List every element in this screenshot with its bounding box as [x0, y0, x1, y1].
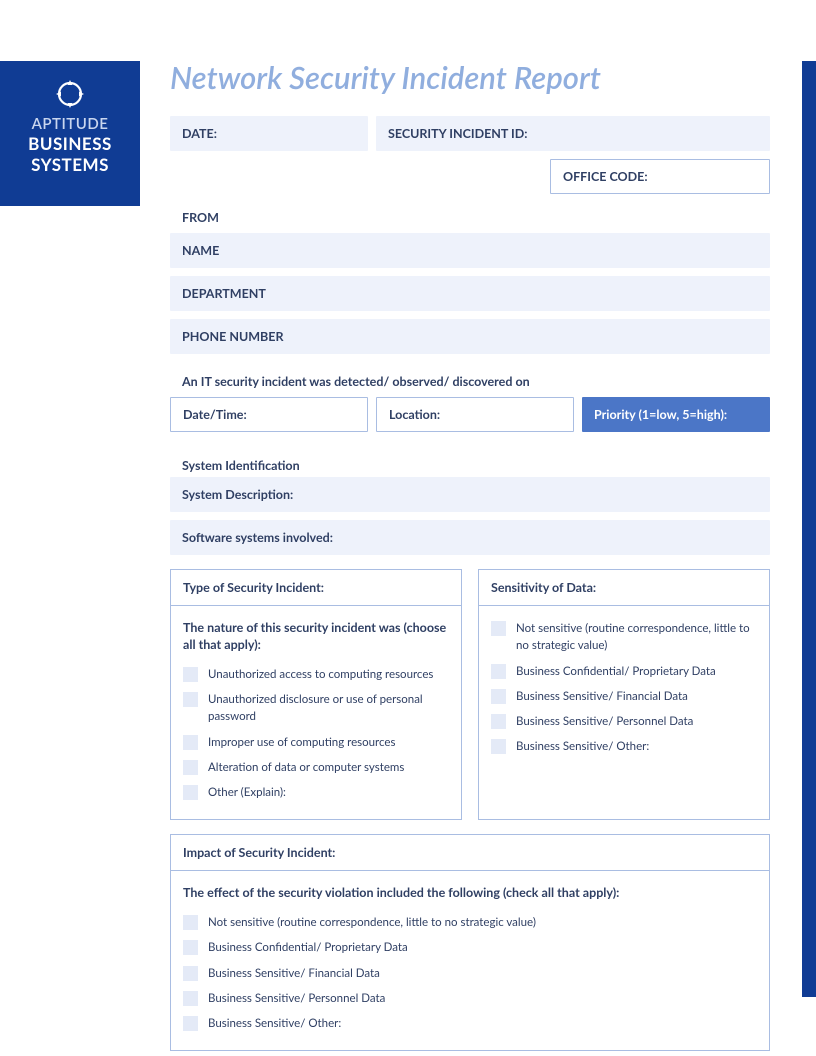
logo-text-1: APTITUDE	[0, 115, 140, 133]
system-desc-field[interactable]: System Description:	[170, 477, 770, 512]
checkbox-icon[interactable]	[183, 785, 198, 800]
checkbox-icon[interactable]	[491, 689, 506, 704]
checkbox-row[interactable]: Not sensitive (routine correspondence, l…	[491, 620, 757, 655]
checkbox-row[interactable]: Unauthorized disclosure or use of person…	[183, 691, 449, 726]
checkbox-label: Business Sensitive/ Personnel Data	[208, 990, 385, 1007]
checkbox-row[interactable]: Business Sensitive/ Personnel Data	[491, 713, 757, 730]
checkbox-label: Alteration of data or computer systems	[208, 759, 404, 776]
checkbox-row[interactable]: Improper use of computing resources	[183, 734, 449, 751]
checkbox-row[interactable]: Business Confidential/ Proprietary Data	[183, 939, 757, 956]
checkbox-label: Business Confidential/ Proprietary Data	[516, 663, 716, 680]
sensitivity-items: Not sensitive (routine correspondence, l…	[491, 620, 757, 756]
sensitivity-panel-header: Sensitivity of Data:	[479, 570, 769, 606]
type-panel: Type of Security Incident: The nature of…	[170, 569, 462, 820]
type-items: Unauthorized access to computing resourc…	[183, 666, 449, 802]
checkbox-icon[interactable]	[183, 966, 198, 981]
location-field[interactable]: Location:	[376, 397, 574, 432]
page-title: Network Security Incident Report	[170, 58, 601, 96]
checkbox-label: Other (Explain):	[208, 784, 286, 801]
checkbox-label: Business Sensitive/ Other:	[516, 738, 649, 755]
checkbox-icon[interactable]	[491, 714, 506, 729]
checkbox-row[interactable]: Business Confidential/ Proprietary Data	[491, 663, 757, 680]
checkbox-icon[interactable]	[183, 692, 198, 707]
form-content: DATE: SECURITY INCIDENT ID: OFFICE CODE:…	[170, 116, 770, 1051]
type-panel-subtitle: The nature of this security incident was…	[183, 620, 449, 654]
checkbox-icon[interactable]	[491, 621, 506, 636]
checkbox-icon[interactable]	[183, 667, 198, 682]
logo-block: APTITUDE BUSINESS SYSTEMS	[0, 61, 140, 206]
checkbox-label: Improper use of computing resources	[208, 734, 395, 751]
detection-intro: An IT security incident was detected/ ob…	[170, 374, 770, 397]
checkbox-label: Business Sensitive/ Personnel Data	[516, 713, 693, 730]
checkbox-row[interactable]: Business Sensitive/ Financial Data	[183, 965, 757, 982]
name-field[interactable]: NAME	[170, 233, 770, 268]
phone-field[interactable]: PHONE NUMBER	[170, 319, 770, 354]
checkbox-label: Not sensitive (routine correspondence, l…	[208, 914, 536, 931]
checkbox-row[interactable]: Other (Explain):	[183, 784, 449, 801]
checkbox-icon[interactable]	[491, 664, 506, 679]
checkbox-label: Not sensitive (routine correspondence, l…	[516, 620, 757, 655]
checkbox-label: Unauthorized access to computing resourc…	[208, 666, 433, 683]
sensitivity-panel: Sensitivity of Data: Not sensitive (rout…	[478, 569, 770, 820]
impact-panel: Impact of Security Incident: The effect …	[170, 834, 770, 1051]
office-code-field[interactable]: OFFICE CODE:	[550, 159, 770, 194]
date-field[interactable]: DATE:	[170, 116, 368, 151]
logo-text-2: BUSINESS	[0, 133, 140, 154]
checkbox-icon[interactable]	[183, 915, 198, 930]
checkbox-icon[interactable]	[183, 991, 198, 1006]
type-panel-header: Type of Security Incident:	[171, 570, 461, 606]
checkbox-row[interactable]: Business Sensitive/ Other:	[491, 738, 757, 755]
checkbox-row[interactable]: Business Sensitive/ Other:	[183, 1015, 757, 1032]
checkbox-row[interactable]: Business Sensitive/ Financial Data	[491, 688, 757, 705]
system-id-label: System Identification	[170, 458, 770, 477]
checkbox-icon[interactable]	[183, 1016, 198, 1031]
checkbox-icon[interactable]	[491, 739, 506, 754]
checkbox-icon[interactable]	[183, 760, 198, 775]
checkbox-label: Unauthorized disclosure or use of person…	[208, 691, 449, 726]
from-label: FROM	[170, 210, 770, 233]
checkbox-row[interactable]: Alteration of data or computer systems	[183, 759, 449, 776]
checkbox-label: Business Sensitive/ Other:	[208, 1015, 341, 1032]
checkbox-row[interactable]: Not sensitive (routine correspondence, l…	[183, 914, 757, 931]
checkbox-row[interactable]: Unauthorized access to computing resourc…	[183, 666, 449, 683]
priority-field[interactable]: Priority (1=low, 5=high):	[582, 397, 770, 432]
checkbox-label: Business Confidential/ Proprietary Data	[208, 939, 408, 956]
incident-id-field[interactable]: SECURITY INCIDENT ID:	[376, 116, 770, 151]
logo-text-3: SYSTEMS	[0, 154, 140, 175]
checkbox-icon[interactable]	[183, 940, 198, 955]
checkbox-row[interactable]: Business Sensitive/ Personnel Data	[183, 990, 757, 1007]
department-field[interactable]: DEPARTMENT	[170, 276, 770, 311]
checkbox-label: Business Sensitive/ Financial Data	[208, 965, 380, 982]
software-field[interactable]: Software systems involved:	[170, 520, 770, 555]
impact-panel-header: Impact of Security Incident:	[171, 835, 769, 871]
checkbox-label: Business Sensitive/ Financial Data	[516, 688, 688, 705]
right-accent-bar	[802, 61, 816, 997]
impact-items: Not sensitive (routine correspondence, l…	[183, 914, 757, 1032]
target-icon	[55, 79, 85, 109]
impact-panel-subtitle: The effect of the security violation inc…	[183, 885, 757, 902]
date-time-field[interactable]: Date/Time:	[170, 397, 368, 432]
checkbox-icon[interactable]	[183, 735, 198, 750]
